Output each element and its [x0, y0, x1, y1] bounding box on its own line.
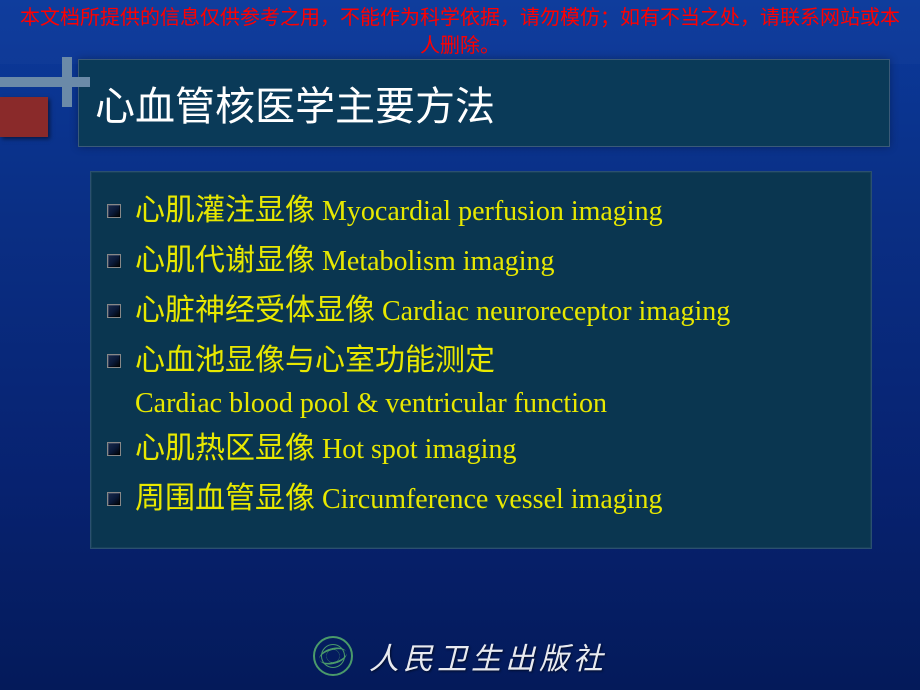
list-item: 周围血管显像 Circumference vessel imaging: [107, 478, 855, 520]
item-subtext: Cardiac blood pool & ventricular functio…: [135, 388, 855, 420]
item-text: 心肌灌注显像 Myocardial perfusion imaging: [135, 190, 663, 232]
list-item: 心肌代谢显像 Metabolism imaging: [107, 240, 855, 282]
decoration-vbar: [62, 57, 72, 107]
title-decoration: [0, 77, 90, 157]
slide-container: 心血管核医学主要方法 心肌灌注显像 Myocardial perfusion i…: [0, 59, 920, 549]
item-text: 心脏神经受体显像 Cardiac neuroreceptor imaging: [135, 290, 730, 332]
item-text: 周围血管显像 Circumference vessel imaging: [135, 478, 663, 520]
list-item: 心肌热区显像 Hot spot imaging: [107, 428, 855, 470]
disclaimer-text: 本文档所提供的信息仅供参考之用，不能作为科学依据，请勿模仿；如有不当之处，请联系…: [0, 0, 920, 64]
list-item: 心肌灌注显像 Myocardial perfusion imaging: [107, 190, 855, 232]
item-text: 心肌热区显像 Hot spot imaging: [135, 428, 516, 470]
publisher-name: 人民卫生出版社: [369, 634, 607, 678]
bullet-icon: [107, 304, 121, 318]
bullet-icon: [107, 492, 121, 506]
item-text: 心血池显像与心室功能测定: [135, 340, 495, 382]
item-text: 心肌代谢显像 Metabolism imaging: [135, 240, 555, 282]
footer: 人民卫生出版社: [0, 634, 920, 678]
bullet-icon: [107, 204, 121, 218]
bullet-icon: [107, 254, 121, 268]
decoration-hbar: [0, 77, 90, 87]
publisher-logo-icon: [313, 636, 353, 676]
content-box: 心肌灌注显像 Myocardial perfusion imaging 心肌代谢…: [90, 171, 872, 549]
title-block: 心血管核医学主要方法: [30, 59, 920, 147]
bullet-icon: [107, 442, 121, 456]
slide-title: 心血管核医学主要方法: [78, 59, 890, 147]
bullet-icon: [107, 354, 121, 368]
decoration-box: [0, 97, 48, 137]
list-item: 心血池显像与心室功能测定: [107, 340, 855, 382]
list-item: 心脏神经受体显像 Cardiac neuroreceptor imaging: [107, 290, 855, 332]
